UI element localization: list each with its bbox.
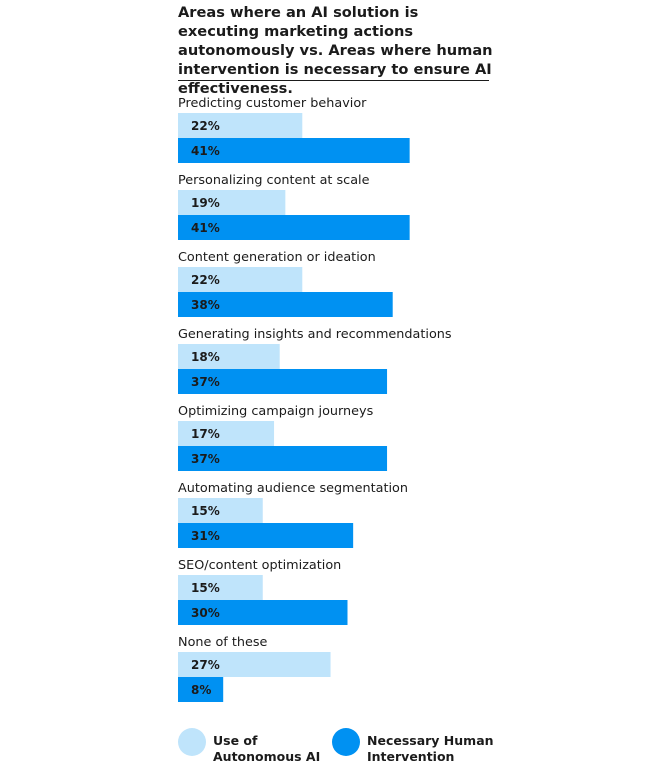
category-label: Content generation or ideation (178, 250, 376, 265)
category-label: None of these (178, 635, 268, 650)
value-label-autonomous: 27% (191, 658, 220, 672)
bar-autonomous (178, 421, 275, 446)
bar-autonomous (178, 498, 263, 523)
value-label-human: 30% (191, 606, 220, 620)
value-label-human: 31% (191, 529, 220, 543)
legend-label-autonomous-line2: Autonomous AI (213, 749, 321, 764)
value-label-autonomous: 17% (191, 427, 220, 441)
legend-swatch-autonomous (178, 728, 206, 756)
category-label: Personalizing content at scale (178, 173, 370, 188)
value-label-human: 37% (191, 375, 220, 389)
value-label-autonomous: 19% (191, 196, 220, 210)
bar-human (178, 600, 348, 625)
legend-label-autonomous: Use of Autonomous AI (213, 733, 320, 765)
bar-autonomous (178, 652, 331, 677)
bar-autonomous (178, 575, 263, 600)
legend-label-human-line2: Intervention (367, 749, 455, 764)
bar-autonomous (178, 113, 303, 138)
value-label-human: 41% (191, 144, 220, 158)
legend-label-autonomous-line1: Use of (213, 733, 258, 748)
bar-human (178, 369, 388, 394)
bar-chart: Predicting customer behavior 22% 41% Person… (178, 96, 452, 702)
value-label-human: 37% (191, 452, 220, 466)
value-label-human: 38% (191, 298, 220, 312)
legend-label-human: Necessary Human Intervention (367, 733, 494, 765)
legend-label-human-line1: Necessary Human (367, 733, 494, 748)
bar-human (178, 677, 224, 702)
value-label-autonomous: 22% (191, 119, 220, 133)
bar-human (178, 446, 388, 471)
category-label: Generating insights and recommendations (178, 327, 452, 342)
title-underline (178, 80, 489, 81)
value-label-autonomous: 22% (191, 273, 220, 287)
legend-swatch-human (332, 728, 360, 756)
bar-autonomous (178, 190, 286, 215)
value-label-autonomous: 15% (191, 504, 220, 518)
value-label-autonomous: 18% (191, 350, 220, 364)
category-label: Optimizing campaign journeys (178, 404, 374, 419)
bar-human (178, 215, 410, 240)
bar-human (178, 292, 393, 317)
category-label: SEO/content optimization (178, 558, 341, 573)
chart-title: Areas where an AI solution is executing … (178, 4, 493, 97)
legend-item-human: Necessary Human Intervention (332, 728, 494, 765)
category-label: Automating audience segmentation (178, 481, 408, 496)
bar-autonomous (178, 267, 303, 292)
bar-human (178, 138, 410, 163)
category-label: Predicting customer behavior (178, 96, 367, 111)
value-label-human: 41% (191, 221, 220, 235)
value-label-autonomous: 15% (191, 581, 220, 595)
bar-autonomous (178, 344, 280, 369)
legend-item-autonomous: Use of Autonomous AI (178, 728, 320, 765)
bar-human (178, 523, 354, 548)
value-label-human: 8% (191, 683, 211, 697)
